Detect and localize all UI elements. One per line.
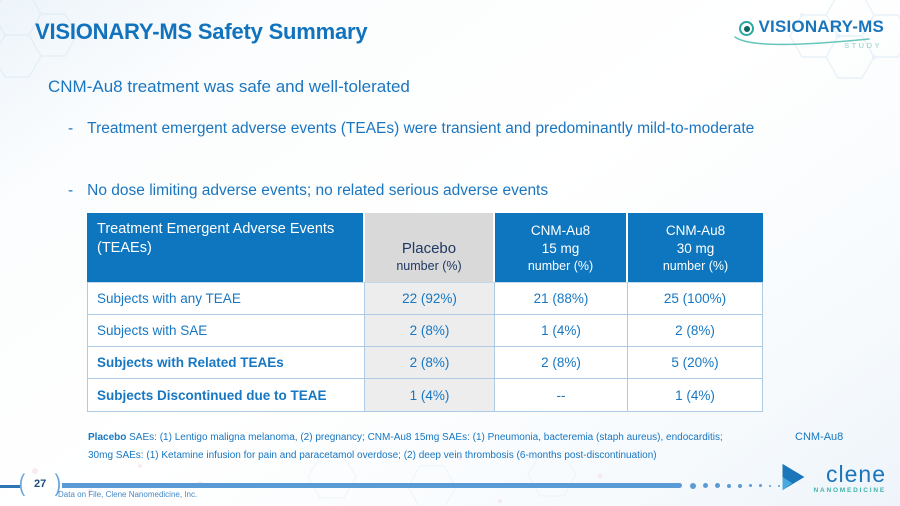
- header-30mg-sub: number (%): [662, 259, 729, 273]
- header-15mg-line2: 15 mg: [541, 241, 580, 256]
- table-row: Subjects with any TEAE 22 (92%) 21 (88%)…: [88, 283, 762, 315]
- logo-swoosh-icon: [734, 36, 871, 46]
- header-placebo-title: Placebo: [401, 240, 457, 257]
- clene-logo-sub: NANOMEDICINE: [813, 487, 886, 494]
- hex-pattern-top-right: [789, 0, 900, 79]
- bullet-item: - No dose limiting adverse events; no re…: [68, 176, 787, 205]
- cell-30mg: 1 (4%): [628, 379, 762, 411]
- table-body: Subjects with any TEAE 22 (92%) 21 (88%)…: [87, 282, 763, 412]
- clene-triangle-icon: [782, 463, 805, 491]
- header-cell-teaes: Treatment Emergent Adverse Events (TEAEs…: [87, 213, 365, 282]
- source-attribution: Data on File, Clene Nanomedicine, Inc.: [58, 490, 198, 499]
- progress-dots-icon: [690, 482, 780, 489]
- header-cell-placebo: Placebo number (%): [365, 213, 495, 282]
- header-placebo-sub: number (%): [396, 259, 462, 273]
- row-label: Subjects Discontinued due to TEAE: [88, 379, 365, 411]
- bullet-item: - Treatment emergent adverse events (TEA…: [68, 114, 787, 143]
- cell-placebo: 1 (4%): [365, 379, 495, 411]
- footnote-bold-lead: Placebo: [88, 432, 127, 443]
- header-cell-30mg: CNM-Au8 30 mg number (%): [628, 213, 763, 282]
- header-teaes-line2: (TEAEs): [97, 240, 152, 256]
- page-title: VISIONARY-MS Safety Summary: [35, 19, 368, 44]
- table-row: Subjects with SAE 2 (8%) 1 (4%) 2 (8%): [88, 315, 762, 347]
- cell-30mg: 25 (100%): [628, 283, 762, 314]
- visionary-ms-logo-sub: STUDY: [844, 41, 882, 50]
- cell-30mg: 2 (8%): [628, 315, 762, 346]
- row-label: Subjects with Related TEAEs: [88, 347, 365, 378]
- page-number: 27: [34, 478, 47, 490]
- bottom-divider-bar: [62, 483, 682, 488]
- bullet-text: Treatment emergent adverse events (TEAEs…: [87, 120, 755, 137]
- paren-left-icon: (: [18, 470, 26, 497]
- table-row: Subjects Discontinued due to TEAE 1 (4%)…: [88, 379, 762, 411]
- cell-15mg: 21 (88%): [495, 283, 628, 314]
- visionary-ms-logo-text: VISIONARY-MS: [758, 17, 884, 36]
- page-number-badge: ( 27 ): [18, 471, 62, 497]
- clene-logo: clene NANOMEDICINE: [779, 462, 886, 494]
- subtitle: CNM-Au8 treatment was safe and well-tole…: [48, 77, 410, 96]
- visionary-ms-logo: VISIONARY-MS STUDY: [734, 17, 884, 50]
- header-teaes-line1: Treatment Emergent Adverse Events: [97, 221, 335, 237]
- paren-right-icon: ): [55, 470, 62, 497]
- cnm-au8-side-label: CNM-Au8: [795, 431, 844, 443]
- row-label: Subjects with any TEAE: [88, 283, 365, 314]
- header-30mg-line1: CNM-Au8: [665, 223, 726, 238]
- bottom-edge-line: [0, 485, 20, 488]
- header-30mg-line2: 30 mg: [676, 241, 715, 256]
- footnote-line2: 30mg SAEs: (1) Ketamine infusion for pai…: [88, 450, 657, 461]
- cell-placebo: 2 (8%): [365, 347, 495, 378]
- header-15mg-line1: CNM-Au8: [530, 223, 591, 238]
- header-cell-15mg: CNM-Au8 15 mg number (%): [495, 213, 628, 282]
- bullet-dash: -: [68, 182, 74, 199]
- footnote-line1-text: SAEs: (1) Lentigo maligna melanoma, (2) …: [126, 432, 723, 443]
- footnote-line1: Placebo SAEs: (1) Lentigo maligna melano…: [88, 429, 723, 447]
- row-label: Subjects with SAE: [88, 315, 365, 346]
- cell-15mg: 1 (4%): [495, 315, 628, 346]
- table-row: Subjects with Related TEAEs 2 (8%) 2 (8%…: [88, 347, 762, 379]
- cell-placebo: 22 (92%): [365, 283, 495, 314]
- cell-30mg: 5 (20%): [628, 347, 762, 378]
- clene-logo-text: clene: [826, 461, 886, 487]
- visionary-ms-circle-icon: [739, 21, 755, 36]
- cell-15mg: 2 (8%): [495, 347, 628, 378]
- table-header-row: Treatment Emergent Adverse Events (TEAEs…: [87, 213, 763, 282]
- cell-15mg: --: [495, 379, 628, 411]
- safety-table: Treatment Emergent Adverse Events (TEAEs…: [87, 213, 763, 412]
- bullet-dash: -: [68, 120, 74, 137]
- header-15mg-sub: number (%): [527, 259, 594, 273]
- footnote: Placebo SAEs: (1) Lentigo maligna melano…: [88, 429, 723, 465]
- cell-placebo: 2 (8%): [365, 315, 495, 346]
- bullet-text: No dose limiting adverse events; no rela…: [87, 182, 549, 199]
